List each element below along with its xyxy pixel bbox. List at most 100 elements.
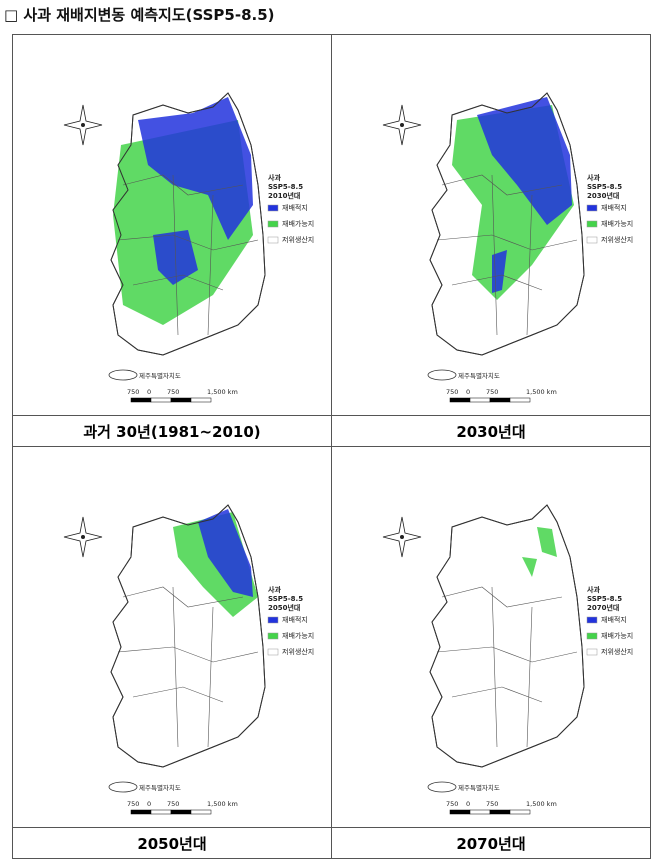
scale-label: 0 [147,388,151,396]
compass-dot [400,123,404,127]
map-cell: 사과 SSP5-8.5 2030년대 재배적지 재배가능지 저위생산지 제주특별자치도 750… [331,34,651,416]
legend-swatch [586,632,598,640]
scale-bar [170,809,192,815]
scale-bar [509,397,531,403]
zone [198,509,253,597]
boundary [117,174,259,336]
scale-bar [190,397,212,403]
zone [522,557,537,577]
scale-bar [190,809,212,815]
jeju [108,369,138,381]
scale-label: 0 [466,800,470,808]
legend-item: 재배가능지 [282,631,314,640]
legend-scenario: SSP5-8.5 [587,183,622,191]
boundary [117,586,259,748]
scale-bar [469,397,491,403]
legend-swatch [267,632,279,640]
scale-bar [170,397,192,403]
legend-item: 재배적지 [282,203,308,212]
land [429,504,585,768]
scale-label: 0 [466,388,470,396]
legend-swatch [267,204,279,212]
legend-crop: 사과 [587,585,600,594]
zone [477,97,572,225]
jeju-label: 제주특별자치도 [139,783,181,792]
legend-period: 2070년대 [587,603,619,612]
land-outline [429,92,585,356]
scale-label: 1,500 km [526,388,557,396]
legend-item: 저위생산지 [282,647,314,656]
compass-dot [81,123,85,127]
scale-label: 1,500 km [526,800,557,808]
legend-crop: 사과 [587,173,600,182]
legend-item: 재배가능지 [601,219,633,228]
jeju [427,781,457,793]
compass-dot [81,535,85,539]
scale-bar [150,809,172,815]
scale-label: 750 [446,800,458,808]
legend-swatch [267,616,279,624]
map-cell: 사과 SSP5-8.5 2070년대 재배적지 재배가능지 저위생산지 제주특별자치도 750… [331,446,651,828]
scale-label: 750 [486,388,498,396]
scale-label: 750 [486,800,498,808]
scale-label: 750 [127,388,139,396]
scale-bar [449,809,471,815]
jeju-label: 제주특별자치도 [139,371,181,380]
scale-label: 0 [147,800,151,808]
jeju-label: 제주특별자치도 [458,371,500,380]
land-outline [110,92,266,356]
scale-bar [469,809,491,815]
legend-item: 재배적지 [601,203,627,212]
scale-bar [449,397,471,403]
legend-swatch [267,648,279,656]
scale-label: 1,500 km [207,388,238,396]
map: 사과SSP5-8.52050년대재배적지재배가능지저위생산지제주특별자치도750… [63,504,314,815]
legend-item: 재배적지 [601,615,627,624]
legend-item: 저위생산지 [282,235,314,244]
legend-period: 2030년대 [587,191,619,200]
legend-scenario: SSP5-8.5 [268,595,303,603]
map-grid: 사과 SSP5-8.5 2010년대 재배적지 재배가능지 저위생산지 제주특별자치도 750… [12,34,651,859]
caption: 2050년대 [12,827,332,859]
scale-bar [130,809,152,815]
map: 사과SSP5-8.52030년대재배적지재배가능지저위생산지제주특별자치도750… [382,92,633,403]
map-cell: 사과 SSP5-8.5 2050년대 재배적지 재배가능지 저위생산지 제주특별자치도 750… [12,446,332,828]
boundary [436,586,578,748]
legend-item: 재배가능지 [601,631,633,640]
legend-item: 저위생산지 [601,235,633,244]
scale-bar [130,397,152,403]
compass-dot [400,535,404,539]
boundary [436,174,578,336]
scale-label: 750 [167,388,179,396]
scale-label: 750 [127,800,139,808]
map: 사과SSP5-8.52010년대재배적지재배가능지저위생산지제주특별자치도750… [63,92,314,403]
legend-swatch [586,648,598,656]
caption: 과거 30년(1981~2010) [12,415,332,447]
legend-swatch [586,204,598,212]
legend-scenario: SSP5-8.5 [268,183,303,191]
map-cell: 사과 SSP5-8.5 2010년대 재배적지 재배가능지 저위생산지 제주특별자치도 750… [12,34,332,416]
zone [492,250,507,293]
legend-item: 저위생산지 [601,647,633,656]
scale-bar [509,809,531,815]
scale-label: 750 [446,388,458,396]
scale-label: 750 [167,800,179,808]
caption: 2070년대 [331,827,651,859]
caption: 2030년대 [331,415,651,447]
title: □ 사과 재배지변동 예측지도(SSP5-8.5) [4,6,275,24]
legend-swatch [586,236,598,244]
scale-label: 1,500 km [207,800,238,808]
legend-period: 2050년대 [268,603,300,612]
land-outline [110,504,266,768]
legend-swatch [267,220,279,228]
legend-scenario: SSP5-8.5 [587,595,622,603]
legend-item: 재배가능지 [282,219,314,228]
zone [537,527,557,557]
scale-bar [150,397,172,403]
jeju-label: 제주특별자치도 [458,783,500,792]
map: 사과SSP5-8.52070년대재배적지재배가능지저위생산지제주특별자치도750… [382,504,633,815]
scale-bar [489,809,511,815]
legend-swatch [267,236,279,244]
jeju [427,369,457,381]
land-outline [429,504,585,768]
